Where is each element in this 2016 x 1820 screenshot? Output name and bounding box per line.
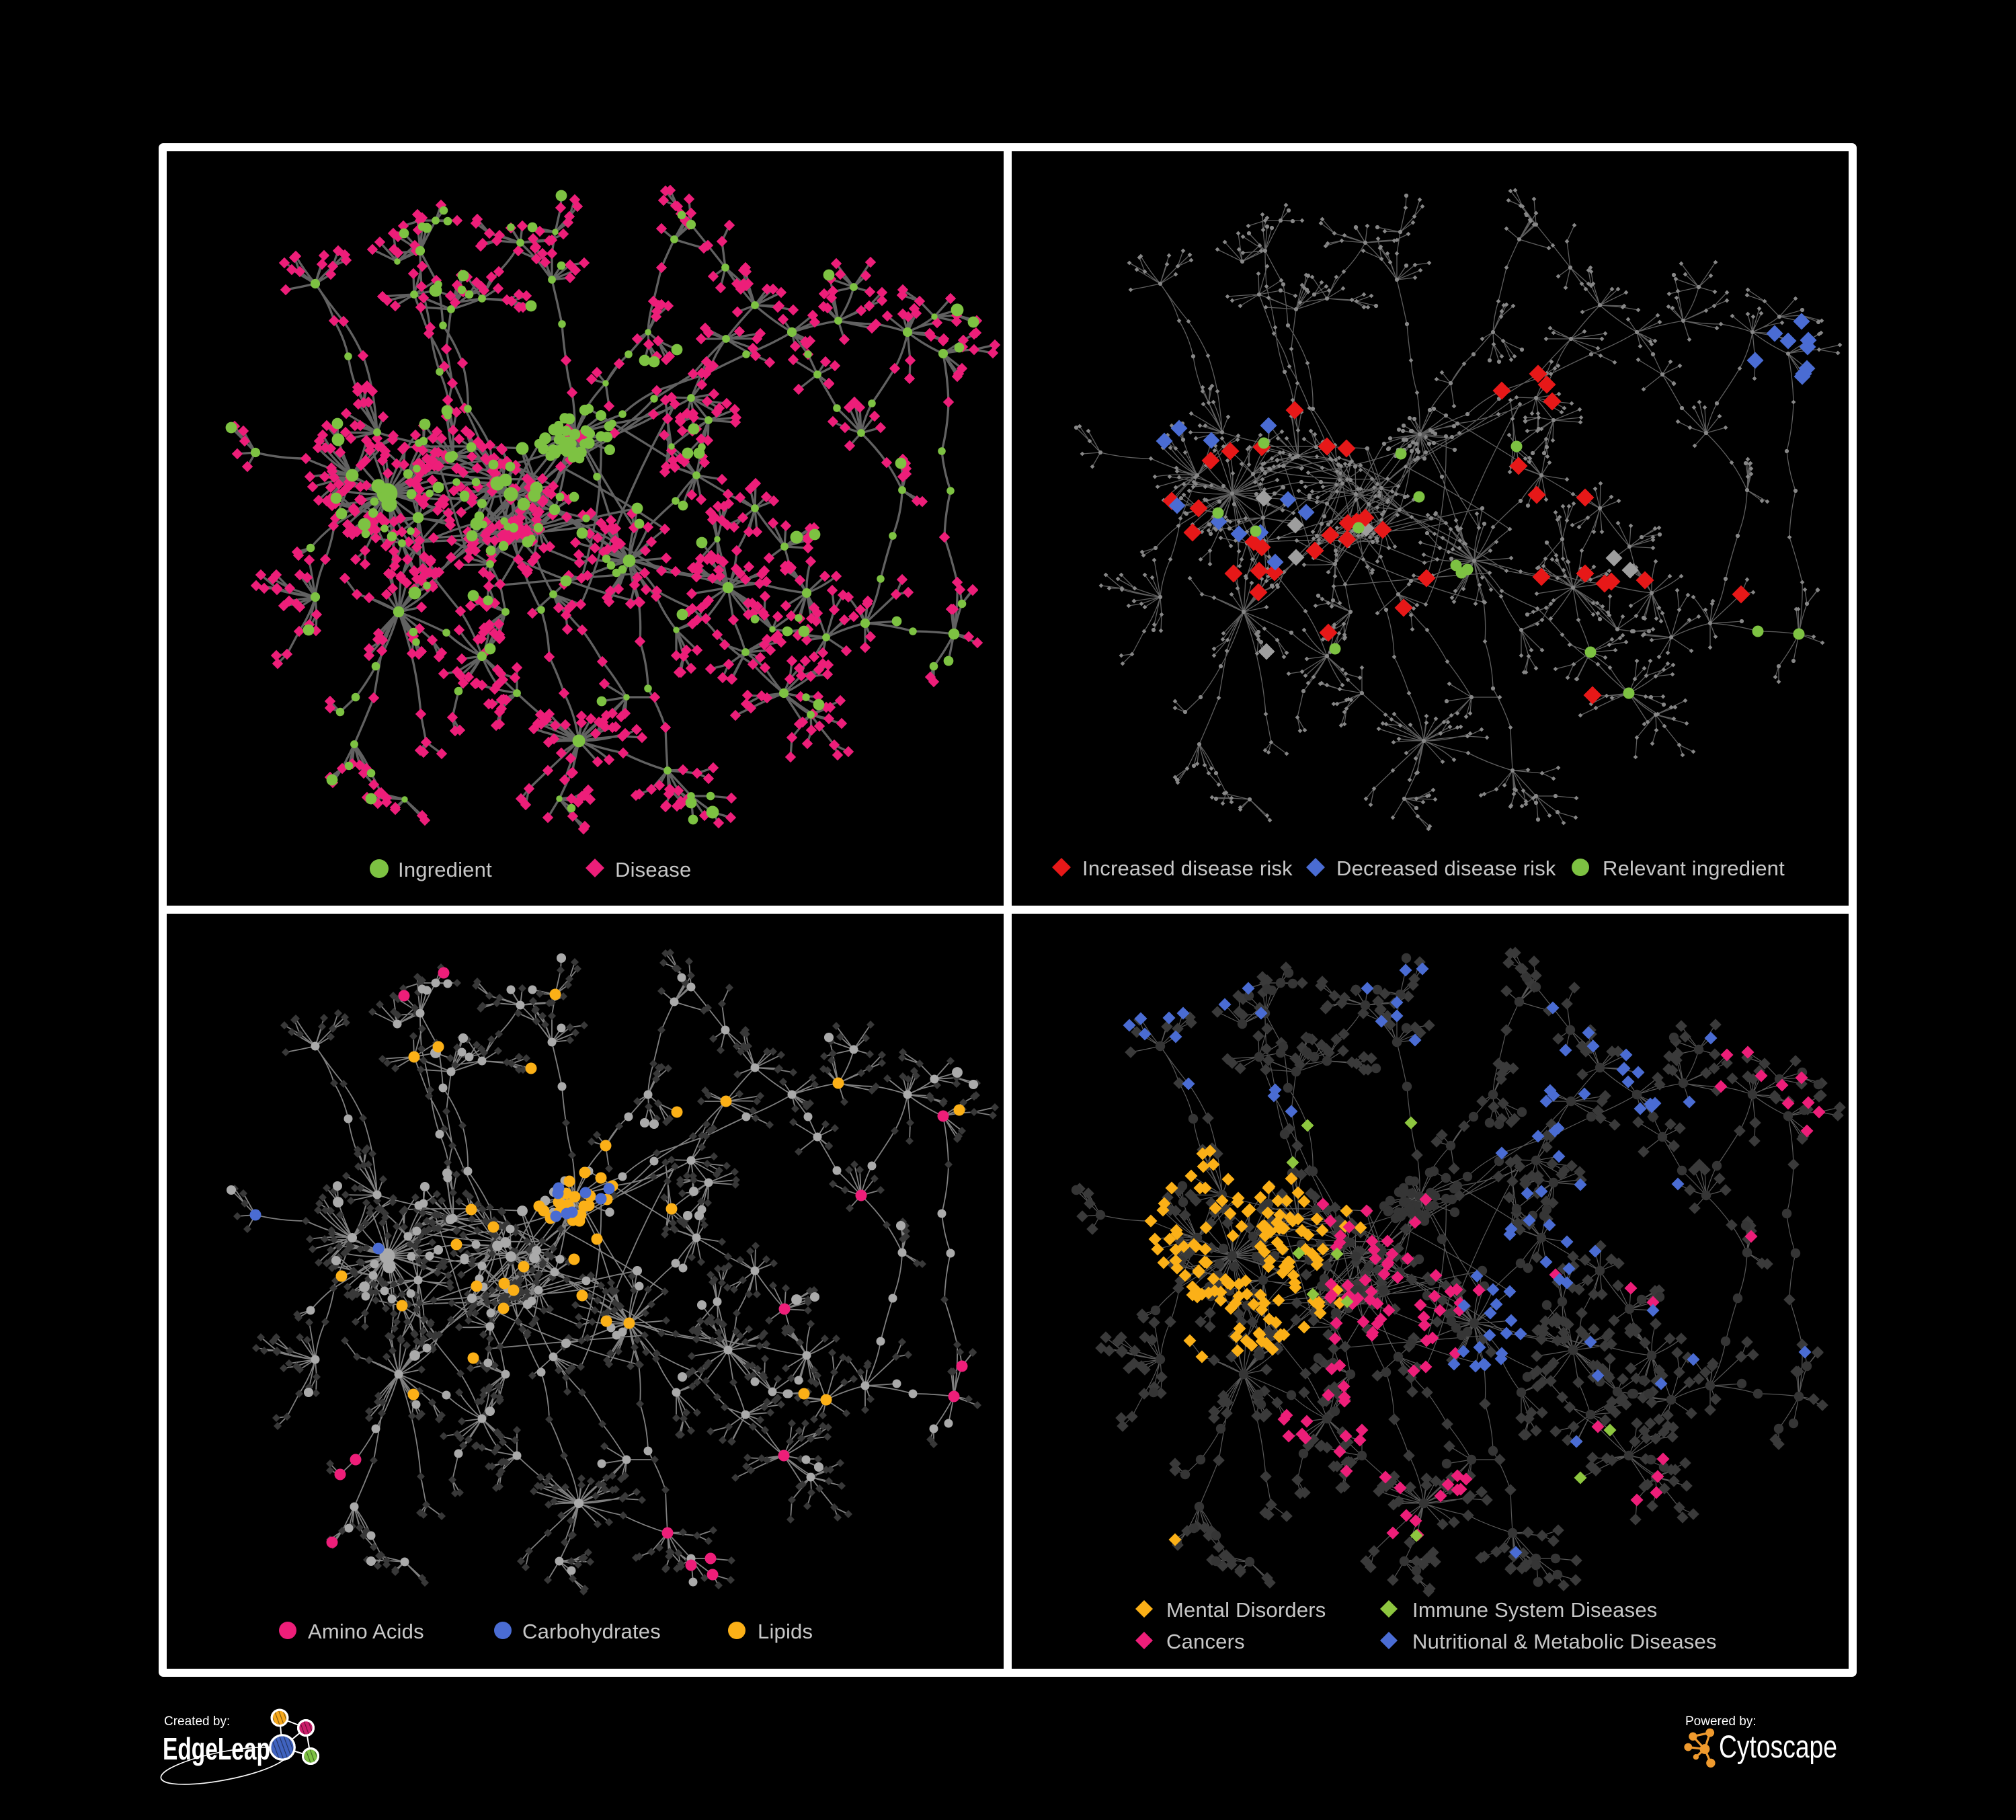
svg-text:Carbohydrates: Carbohydrates bbox=[522, 1620, 661, 1643]
svg-text:Decreased disease risk: Decreased disease risk bbox=[1336, 857, 1556, 880]
svg-text:Lipids: Lipids bbox=[758, 1620, 813, 1643]
svg-text:Nutritional & Metabolic Diseas: Nutritional & Metabolic Diseases bbox=[1412, 1630, 1717, 1653]
svg-text:Powered by:: Powered by: bbox=[1685, 1714, 1757, 1729]
svg-text:Cytoscape: Cytoscape bbox=[1719, 1729, 1837, 1764]
svg-text:Cancers: Cancers bbox=[1166, 1630, 1245, 1653]
svg-text:Mental Disorders: Mental Disorders bbox=[1166, 1598, 1326, 1622]
svg-text:Amino Acids: Amino Acids bbox=[308, 1620, 424, 1643]
svg-text:EdgeLeap: EdgeLeap bbox=[163, 1731, 270, 1766]
svg-text:Created by:: Created by: bbox=[164, 1714, 230, 1729]
svg-text:Immune System Diseases: Immune System Diseases bbox=[1412, 1598, 1657, 1622]
svg-text:Ingredient: Ingredient bbox=[398, 858, 492, 881]
svg-text:Relevant ingredient: Relevant ingredient bbox=[1603, 857, 1785, 880]
svg-text:Disease: Disease bbox=[615, 858, 691, 881]
svg-text:Increased disease risk: Increased disease risk bbox=[1082, 857, 1293, 880]
